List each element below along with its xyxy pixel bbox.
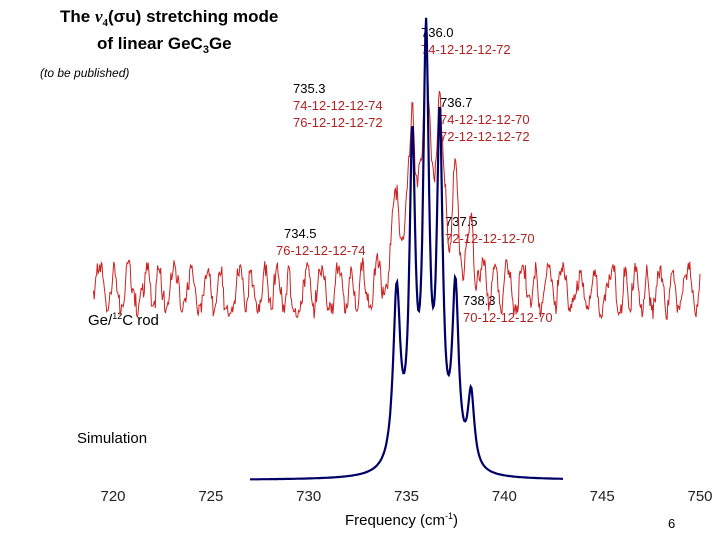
annotation-738-3: 738.3 70-12-12-12-70: [463, 293, 553, 325]
publication-note: (to be published): [40, 66, 130, 80]
annotation-736-0: 736.0 74-12-12-12-72: [421, 25, 511, 57]
series-line-gerod: [92, 35, 701, 321]
x-tick-label-730: 730: [296, 488, 321, 505]
annotation-734-5: 734.5 76-12-12-12-74: [276, 226, 366, 258]
x-tick-label-745: 745: [590, 488, 615, 505]
x-tick-label-740: 740: [492, 488, 517, 505]
annotation-735-3: 735.3 74-12-12-12-74 76-12-12-12-72: [293, 81, 383, 130]
x-tick-label-725: 725: [198, 488, 223, 505]
nu-symbol: ν4: [94, 7, 108, 29]
chart-title-line1: The ν4(σu) stretching mode: [60, 7, 279, 29]
page-number: 6: [668, 516, 676, 531]
x-tick-label-735: 735: [394, 488, 419, 505]
mode-symbol: (σu): [108, 7, 142, 26]
annotation-736-7: 736.7 74-12-12-12-70 72-12-12-12-72: [440, 95, 530, 144]
x-axis-label: Frequency (cm-1): [345, 511, 459, 529]
legend-gerod: Ge/12C rod: [88, 311, 159, 329]
x-tick-label-750: 750: [687, 488, 712, 505]
chart-title-line2: of linear GeC3Ge: [97, 34, 232, 56]
series-line-simulation: [250, 17, 563, 481]
legend-simulation: Simulation: [77, 430, 148, 447]
x-tick-label-720: 720: [100, 488, 125, 505]
